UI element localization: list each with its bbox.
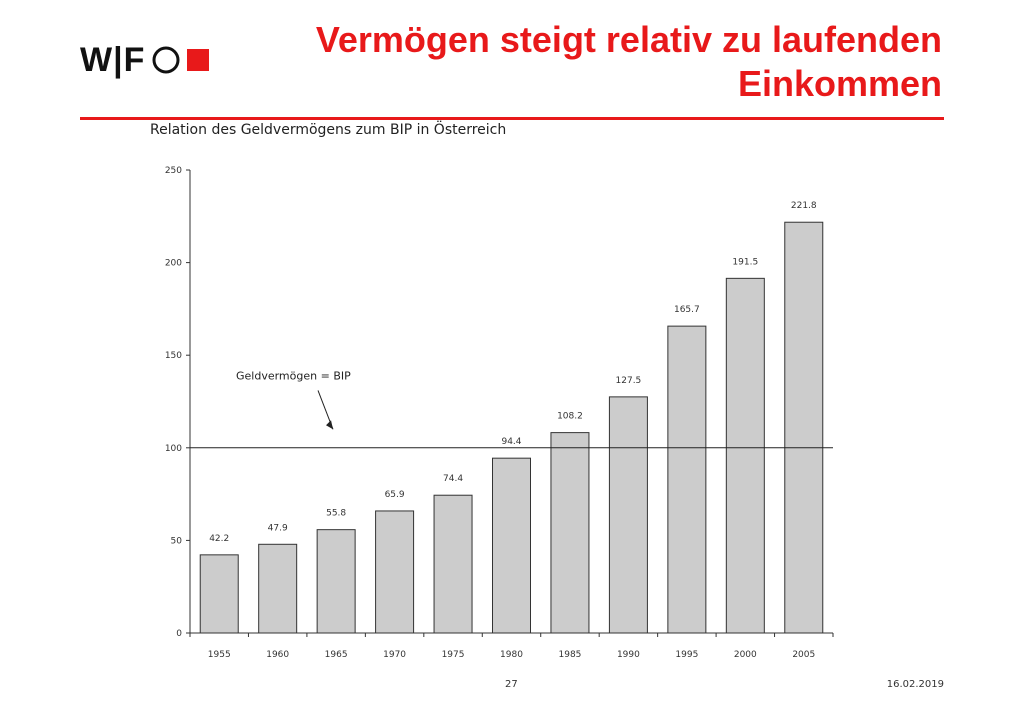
- y-tick-label: 100: [165, 444, 182, 454]
- x-tick-label: 1980: [500, 650, 523, 660]
- x-tick-label: 1990: [617, 650, 640, 660]
- data-label: 94.4: [501, 437, 521, 447]
- bar: [784, 221, 824, 634]
- data-label: 108.2: [557, 412, 583, 422]
- page-number: 27: [505, 679, 518, 690]
- page-title: Vermögen steigt relativ zu laufenden Ein…: [315, 19, 942, 104]
- x-tick-label: 1970: [383, 650, 406, 660]
- logo-square-icon: [187, 49, 210, 71]
- y-tick-label: 50: [171, 536, 183, 546]
- annotation-arrowhead-icon: [326, 420, 333, 430]
- x-tick-label: 1965: [325, 650, 348, 660]
- y-tick-label: 150: [165, 351, 182, 361]
- reference-line-annotation: Geldvermögen = BIP: [236, 369, 351, 382]
- bar: [375, 510, 415, 634]
- bar: [667, 325, 707, 634]
- chart-title: Relation des Geldvermögens zum BIP in Ös…: [150, 122, 507, 138]
- bar: [258, 543, 298, 634]
- y-tick-label: 0: [176, 629, 182, 639]
- data-label: 165.7: [674, 305, 700, 315]
- bar: [316, 529, 356, 634]
- title-divider: [80, 117, 944, 120]
- x-tick-label: 1995: [675, 650, 698, 660]
- data-label: 191.5: [732, 257, 758, 267]
- bar: [608, 396, 648, 634]
- bar: [433, 494, 473, 634]
- x-tick-label: 2000: [734, 650, 757, 660]
- x-tick-label: 1960: [266, 650, 289, 660]
- data-label: 74.4: [443, 474, 463, 484]
- y-tick-label: 200: [165, 259, 182, 269]
- x-tick-label: 1985: [559, 650, 582, 660]
- data-label: 65.9: [385, 490, 405, 500]
- bar: [725, 277, 765, 634]
- footer-date: 16.02.2019: [886, 679, 944, 690]
- x-tick-label: 1955: [208, 650, 231, 660]
- logo-circle-icon: [152, 46, 180, 74]
- bar: [492, 457, 531, 634]
- wifo-logo: W|F: [80, 40, 210, 80]
- bar: [550, 432, 590, 634]
- logo-text: W|F: [80, 40, 146, 79]
- x-tick-label: 1975: [442, 650, 465, 660]
- data-label: 42.2: [209, 534, 229, 544]
- x-tick-label: 2005: [792, 650, 815, 660]
- bar: [199, 554, 239, 634]
- data-label: 221.8: [791, 201, 817, 211]
- y-tick-label: 250: [165, 166, 182, 176]
- data-label: 127.5: [616, 376, 642, 386]
- data-label: 47.9: [268, 523, 288, 533]
- data-label: 55.8: [326, 509, 346, 519]
